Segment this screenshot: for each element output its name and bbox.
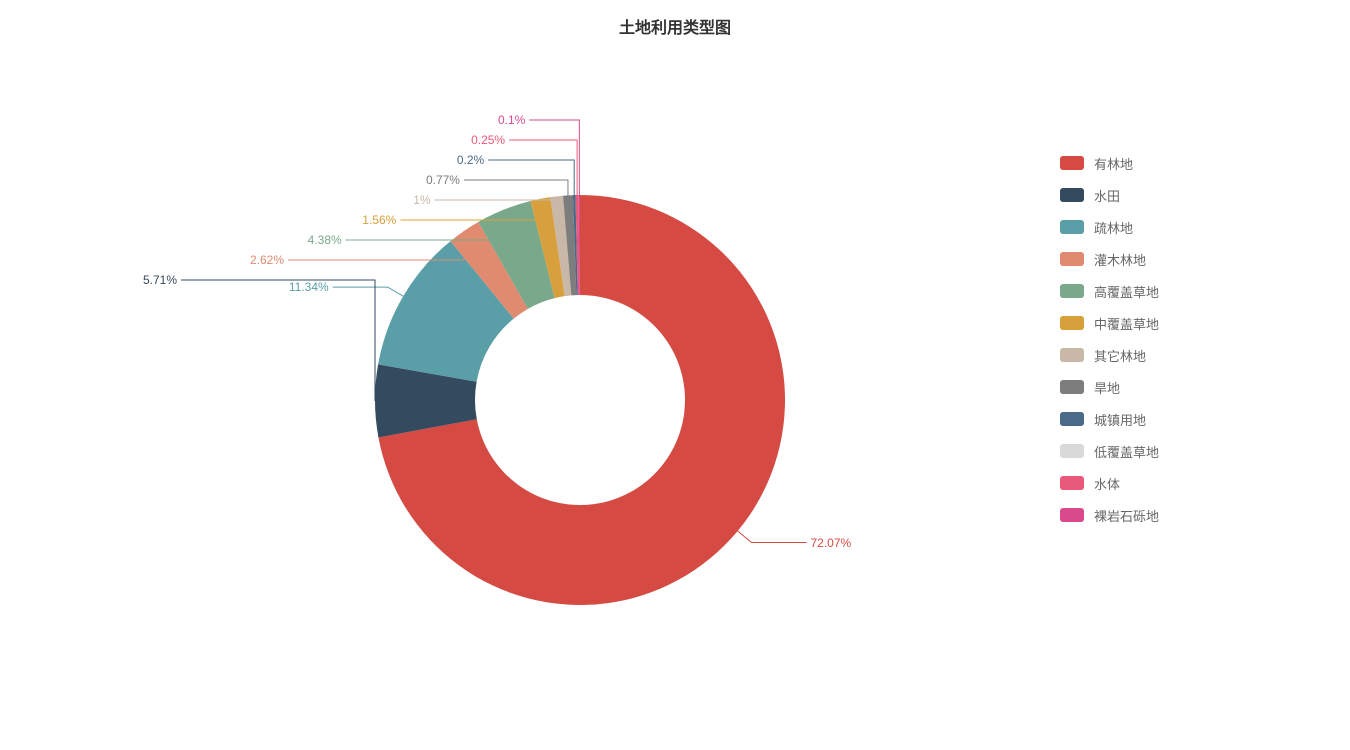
legend-label: 城镇用地: [1094, 410, 1146, 429]
legend-label: 疏林地: [1094, 218, 1133, 237]
legend-swatch: [1060, 284, 1084, 298]
legend-swatch: [1060, 380, 1084, 394]
slice-label: 0.1%: [498, 113, 525, 127]
legend-item[interactable]: 其它林地: [1060, 347, 1159, 363]
legend-item[interactable]: 水体: [1060, 475, 1159, 491]
legend-item[interactable]: 城镇用地: [1060, 411, 1159, 427]
leader-line: [529, 120, 579, 195]
legend-swatch: [1060, 188, 1084, 202]
legend-swatch: [1060, 476, 1084, 490]
legend: 有林地水田疏林地灌木林地高覆盖草地中覆盖草地其它林地旱地城镇用地低覆盖草地水体裸…: [1060, 155, 1159, 539]
legend-item[interactable]: 旱地: [1060, 379, 1159, 395]
legend-swatch: [1060, 156, 1084, 170]
legend-swatch: [1060, 508, 1084, 522]
slice-label: 4.38%: [308, 233, 342, 247]
legend-swatch: [1060, 252, 1084, 266]
slice-label: 0.25%: [471, 133, 505, 147]
leader-line: [738, 531, 807, 543]
legend-label: 裸岩石砾地: [1094, 506, 1159, 525]
legend-swatch: [1060, 444, 1084, 458]
legend-swatch: [1060, 412, 1084, 426]
legend-item[interactable]: 中覆盖草地: [1060, 315, 1159, 331]
legend-label: 旱地: [1094, 378, 1120, 397]
chart-root: 土地利用类型图 72.07%11.34%5.71%2.62%4.38%1.56%…: [0, 0, 1350, 750]
legend-label: 水体: [1094, 474, 1120, 493]
legend-swatch: [1060, 220, 1084, 234]
slice-label: 1%: [413, 193, 430, 207]
slice-label: 0.77%: [426, 173, 460, 187]
leader-line: [509, 140, 577, 195]
legend-item[interactable]: 水田: [1060, 187, 1159, 203]
legend-label: 其它林地: [1094, 346, 1146, 365]
slice-label: 11.34%: [289, 280, 329, 294]
legend-item[interactable]: 有林地: [1060, 155, 1159, 171]
legend-label: 低覆盖草地: [1094, 442, 1159, 461]
leader-line: [464, 180, 568, 195]
legend-item[interactable]: 裸岩石砾地: [1060, 507, 1159, 523]
legend-swatch: [1060, 316, 1084, 330]
legend-item[interactable]: 疏林地: [1060, 219, 1159, 235]
leader-line: [333, 287, 404, 296]
legend-item[interactable]: 灌木林地: [1060, 251, 1159, 267]
slice-label: 1.56%: [362, 213, 396, 227]
legend-label: 有林地: [1094, 154, 1133, 173]
legend-label: 高覆盖草地: [1094, 282, 1159, 301]
slice-label: 0.2%: [457, 153, 484, 167]
leader-line: [181, 280, 375, 401]
legend-item[interactable]: 低覆盖草地: [1060, 443, 1159, 459]
slice-label: 5.71%: [143, 273, 177, 287]
slice-label: 2.62%: [250, 253, 284, 267]
legend-item[interactable]: 高覆盖草地: [1060, 283, 1159, 299]
legend-label: 水田: [1094, 186, 1120, 205]
slice-label: 72.07%: [811, 536, 852, 550]
legend-swatch: [1060, 348, 1084, 362]
leader-line: [488, 160, 574, 195]
legend-label: 灌木林地: [1094, 250, 1146, 269]
legend-label: 中覆盖草地: [1094, 314, 1159, 333]
